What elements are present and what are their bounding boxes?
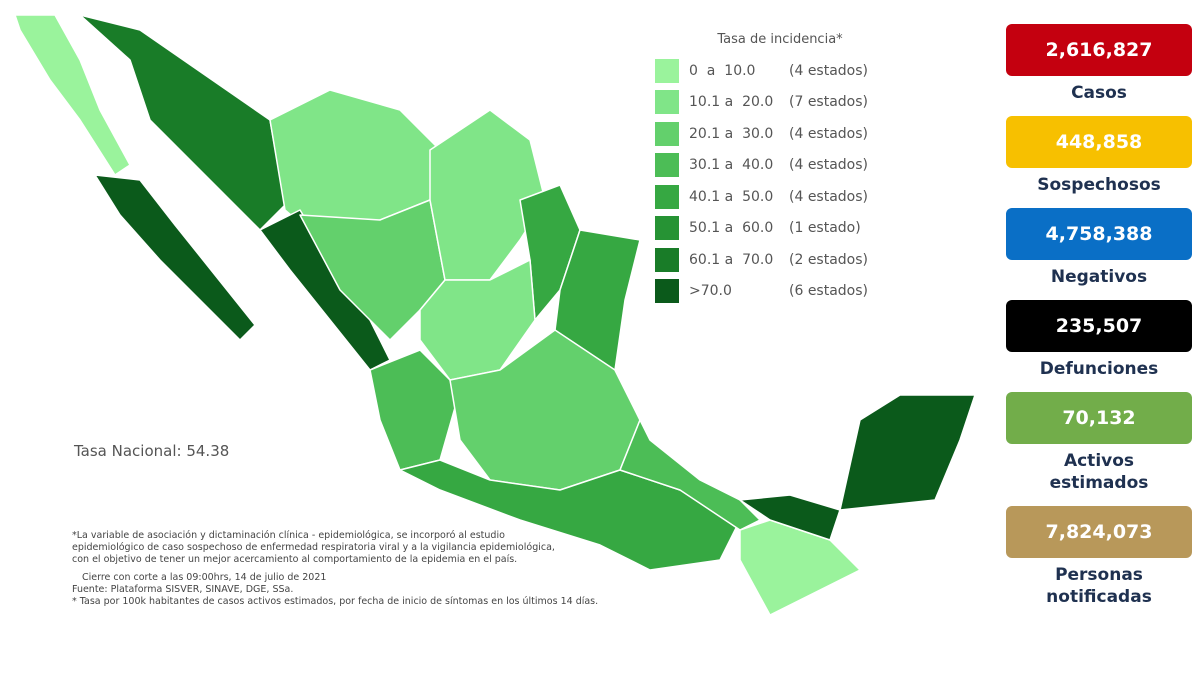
legend-item: 0 a 10.0 (4 estados) <box>655 55 905 87</box>
legend-count: (1 estado) <box>789 220 861 237</box>
legend-swatch <box>655 279 679 304</box>
stats: 2,616,827 Casos 448,858 Sospechosos 4,758,38… <box>1006 24 1192 620</box>
legend-swatch <box>655 153 679 178</box>
state <box>739 494 841 541</box>
note-line: Fuente: Plataforma SISVER, SINAVE, DGE, … <box>72 584 294 595</box>
state <box>839 394 976 511</box>
legend-item: 50.1 a 60.0 (1 estado) <box>655 213 905 245</box>
legend-range: 30.1 a 40.0 <box>689 157 774 174</box>
notes: *La variable de asociación y dictaminaci… <box>72 530 598 608</box>
legend-count: (4 estados) <box>789 157 869 174</box>
legend-range: 40.1 a 50.0 <box>689 188 774 205</box>
legend-swatch <box>655 90 679 115</box>
note-line: *La variable de asociación y dictaminaci… <box>72 530 505 541</box>
legend-range: 60.1 a 70.0 <box>689 251 774 268</box>
legend-range: 50.1 a 60.0 <box>689 220 774 237</box>
legend-swatch <box>655 247 679 272</box>
stat-label: Sospechosos <box>1037 175 1161 195</box>
legend-range: 0 a 10.0 <box>689 62 756 79</box>
state <box>94 174 256 341</box>
note-line: * Tasa por 100k habitantes de casos acti… <box>72 596 599 607</box>
state <box>614 369 761 531</box>
legend-item: 30.1 a 40.0 (4 estados) <box>655 150 905 182</box>
legend-count: (7 estados) <box>789 94 869 111</box>
legend-swatch <box>655 58 679 83</box>
legend-swatch <box>655 121 679 146</box>
note-line: con el objetivo de tener un mejor acerca… <box>72 554 518 565</box>
legend-count: (4 estados) <box>789 62 869 79</box>
legend-item: 10.1 a 20.0 (7 estados) <box>655 87 905 119</box>
state <box>14 14 131 176</box>
legend-range: 10.1 a 20.0 <box>689 94 774 111</box>
note-line: Cierre con corte a las 09:00hrs, 14 de j… <box>82 572 327 583</box>
state <box>429 109 546 281</box>
stat-value: 70,132 <box>1006 392 1192 444</box>
state <box>739 519 861 616</box>
map <box>14 14 976 616</box>
stat-label: Negativos <box>1050 267 1148 287</box>
legend-item: >70.0 (6 estados) <box>655 276 905 308</box>
stat-value: 235,507 <box>1006 300 1192 352</box>
legend-item: 60.1 a 70.0 (2 estados) <box>655 244 905 276</box>
stat-value: 7,824,073 <box>1006 506 1192 558</box>
legend-count: (2 estados) <box>789 251 869 268</box>
stat-label: Personas notificadas <box>1046 565 1152 607</box>
legend-swatch <box>655 216 679 241</box>
stat-value: 4,758,388 <box>1006 208 1192 260</box>
stat-value: 448,858 <box>1006 116 1192 168</box>
stat-value: 2,616,827 <box>1006 24 1192 76</box>
stat-label: Defunciones <box>1039 359 1159 379</box>
legend-title: Tasa de incidencia* <box>717 32 843 47</box>
legend-item: 40.1 a 50.0 (4 estados) <box>655 181 905 213</box>
stat-label: Activos estimados <box>1049 451 1149 493</box>
legend-count: (6 estados) <box>789 283 869 300</box>
legend-range: >70.0 <box>689 283 732 300</box>
legend: Tasa de incidencia* 0 a 10.0 (4 estados) 1… <box>655 32 905 307</box>
legend-count: (4 estados) <box>789 125 869 142</box>
national-rate: Tasa Nacional: 54.38 <box>74 442 230 460</box>
stat-label: Casos <box>1071 83 1127 103</box>
legend-count: (4 estados) <box>789 188 869 205</box>
note-line: epidemiológico de caso sospechoso de enf… <box>72 542 555 553</box>
legend-swatch <box>655 184 679 209</box>
legend-range: 20.1 a 30.0 <box>689 125 774 142</box>
legend-item: 20.1 a 30.0 (4 estados) <box>655 118 905 150</box>
